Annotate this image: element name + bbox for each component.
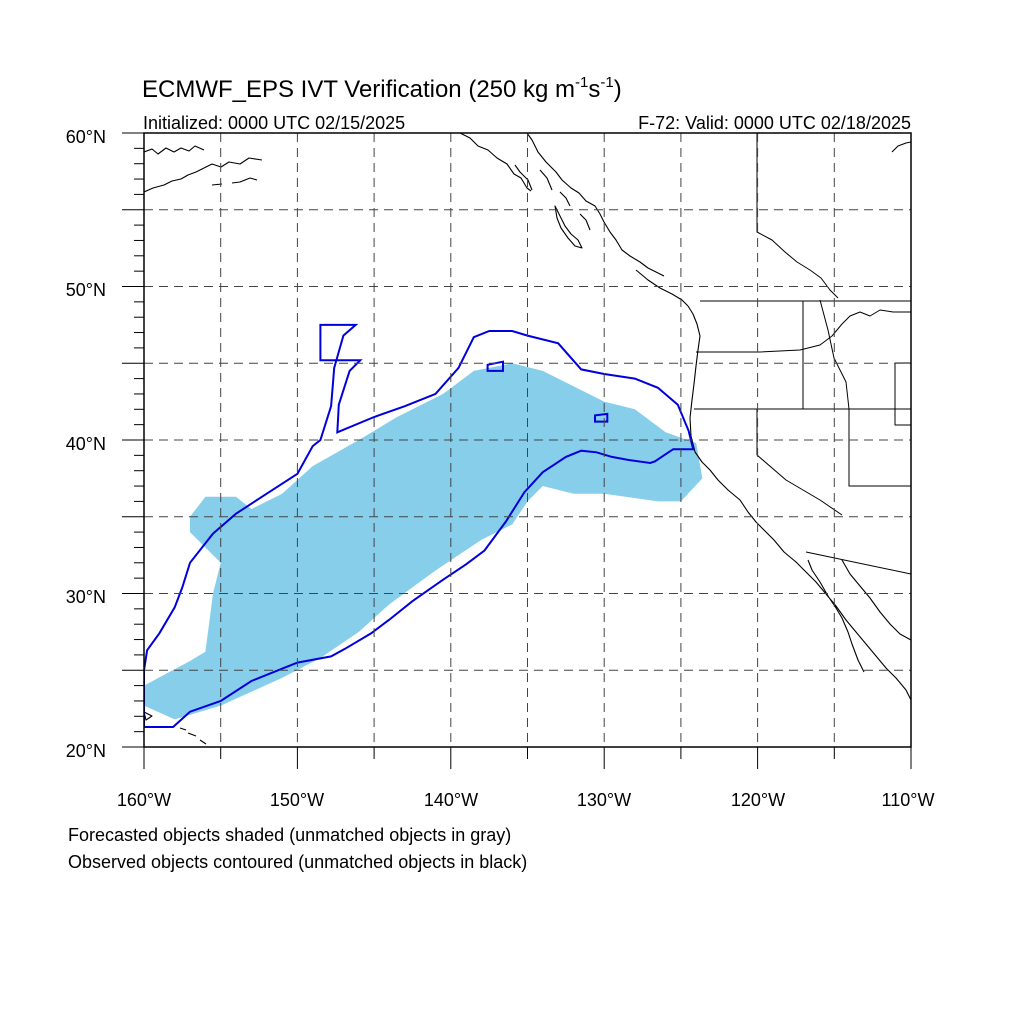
footer-observed-note: Observed objects contoured (unmatched ob…	[68, 852, 528, 872]
init-time-label: Initialized: 0000 UTC 02/15/2025	[143, 113, 405, 133]
lon-label-140: 140°W	[424, 790, 478, 810]
lat-label-30: 30°N	[66, 587, 106, 607]
valid-time-label: F-72: Valid: 0000 UTC 02/18/2025	[638, 113, 911, 133]
hudson-coast	[891, 141, 911, 153]
axis-ticks	[122, 132, 912, 769]
gulf-of-california-coast	[841, 559, 911, 641]
alaska-coastline	[144, 133, 605, 223]
longitude-labels: 160°W 150°W 140°W 130°W 120°W 110°W	[117, 790, 935, 810]
observed-object-contour	[144, 323, 695, 728]
lat-label-60: 60°N	[66, 127, 106, 147]
map-title: ECMWF_EPS IVT Verification (250 kg m-1s-…	[142, 74, 622, 103]
observed-small-contour-1	[594, 412, 609, 423]
observed-small-contours	[486, 360, 609, 423]
lat-label-40: 40°N	[66, 434, 106, 454]
latitude-labels: 60°N 50°N 40°N 30°N 20°N	[66, 127, 106, 761]
lon-label-150: 150°W	[270, 790, 324, 810]
lon-label-130: 130°W	[577, 790, 631, 810]
observed-small-contour-0	[486, 360, 504, 372]
lon-label-110: 110°W	[882, 790, 935, 810]
hawaii-islands	[144, 711, 207, 745]
plot-area	[144, 133, 911, 747]
forecast-object-shading	[144, 363, 703, 720]
lat-label-50: 50°N	[66, 280, 106, 300]
lon-label-120: 120°W	[731, 790, 785, 810]
lat-label-20: 20°N	[66, 741, 106, 761]
bc-islands	[514, 164, 689, 307]
lon-label-160: 160°W	[117, 790, 171, 810]
lat-lon-gridlines	[144, 133, 911, 747]
footer-forecast-note: Forecasted objects shaded (unmatched obj…	[68, 825, 512, 845]
